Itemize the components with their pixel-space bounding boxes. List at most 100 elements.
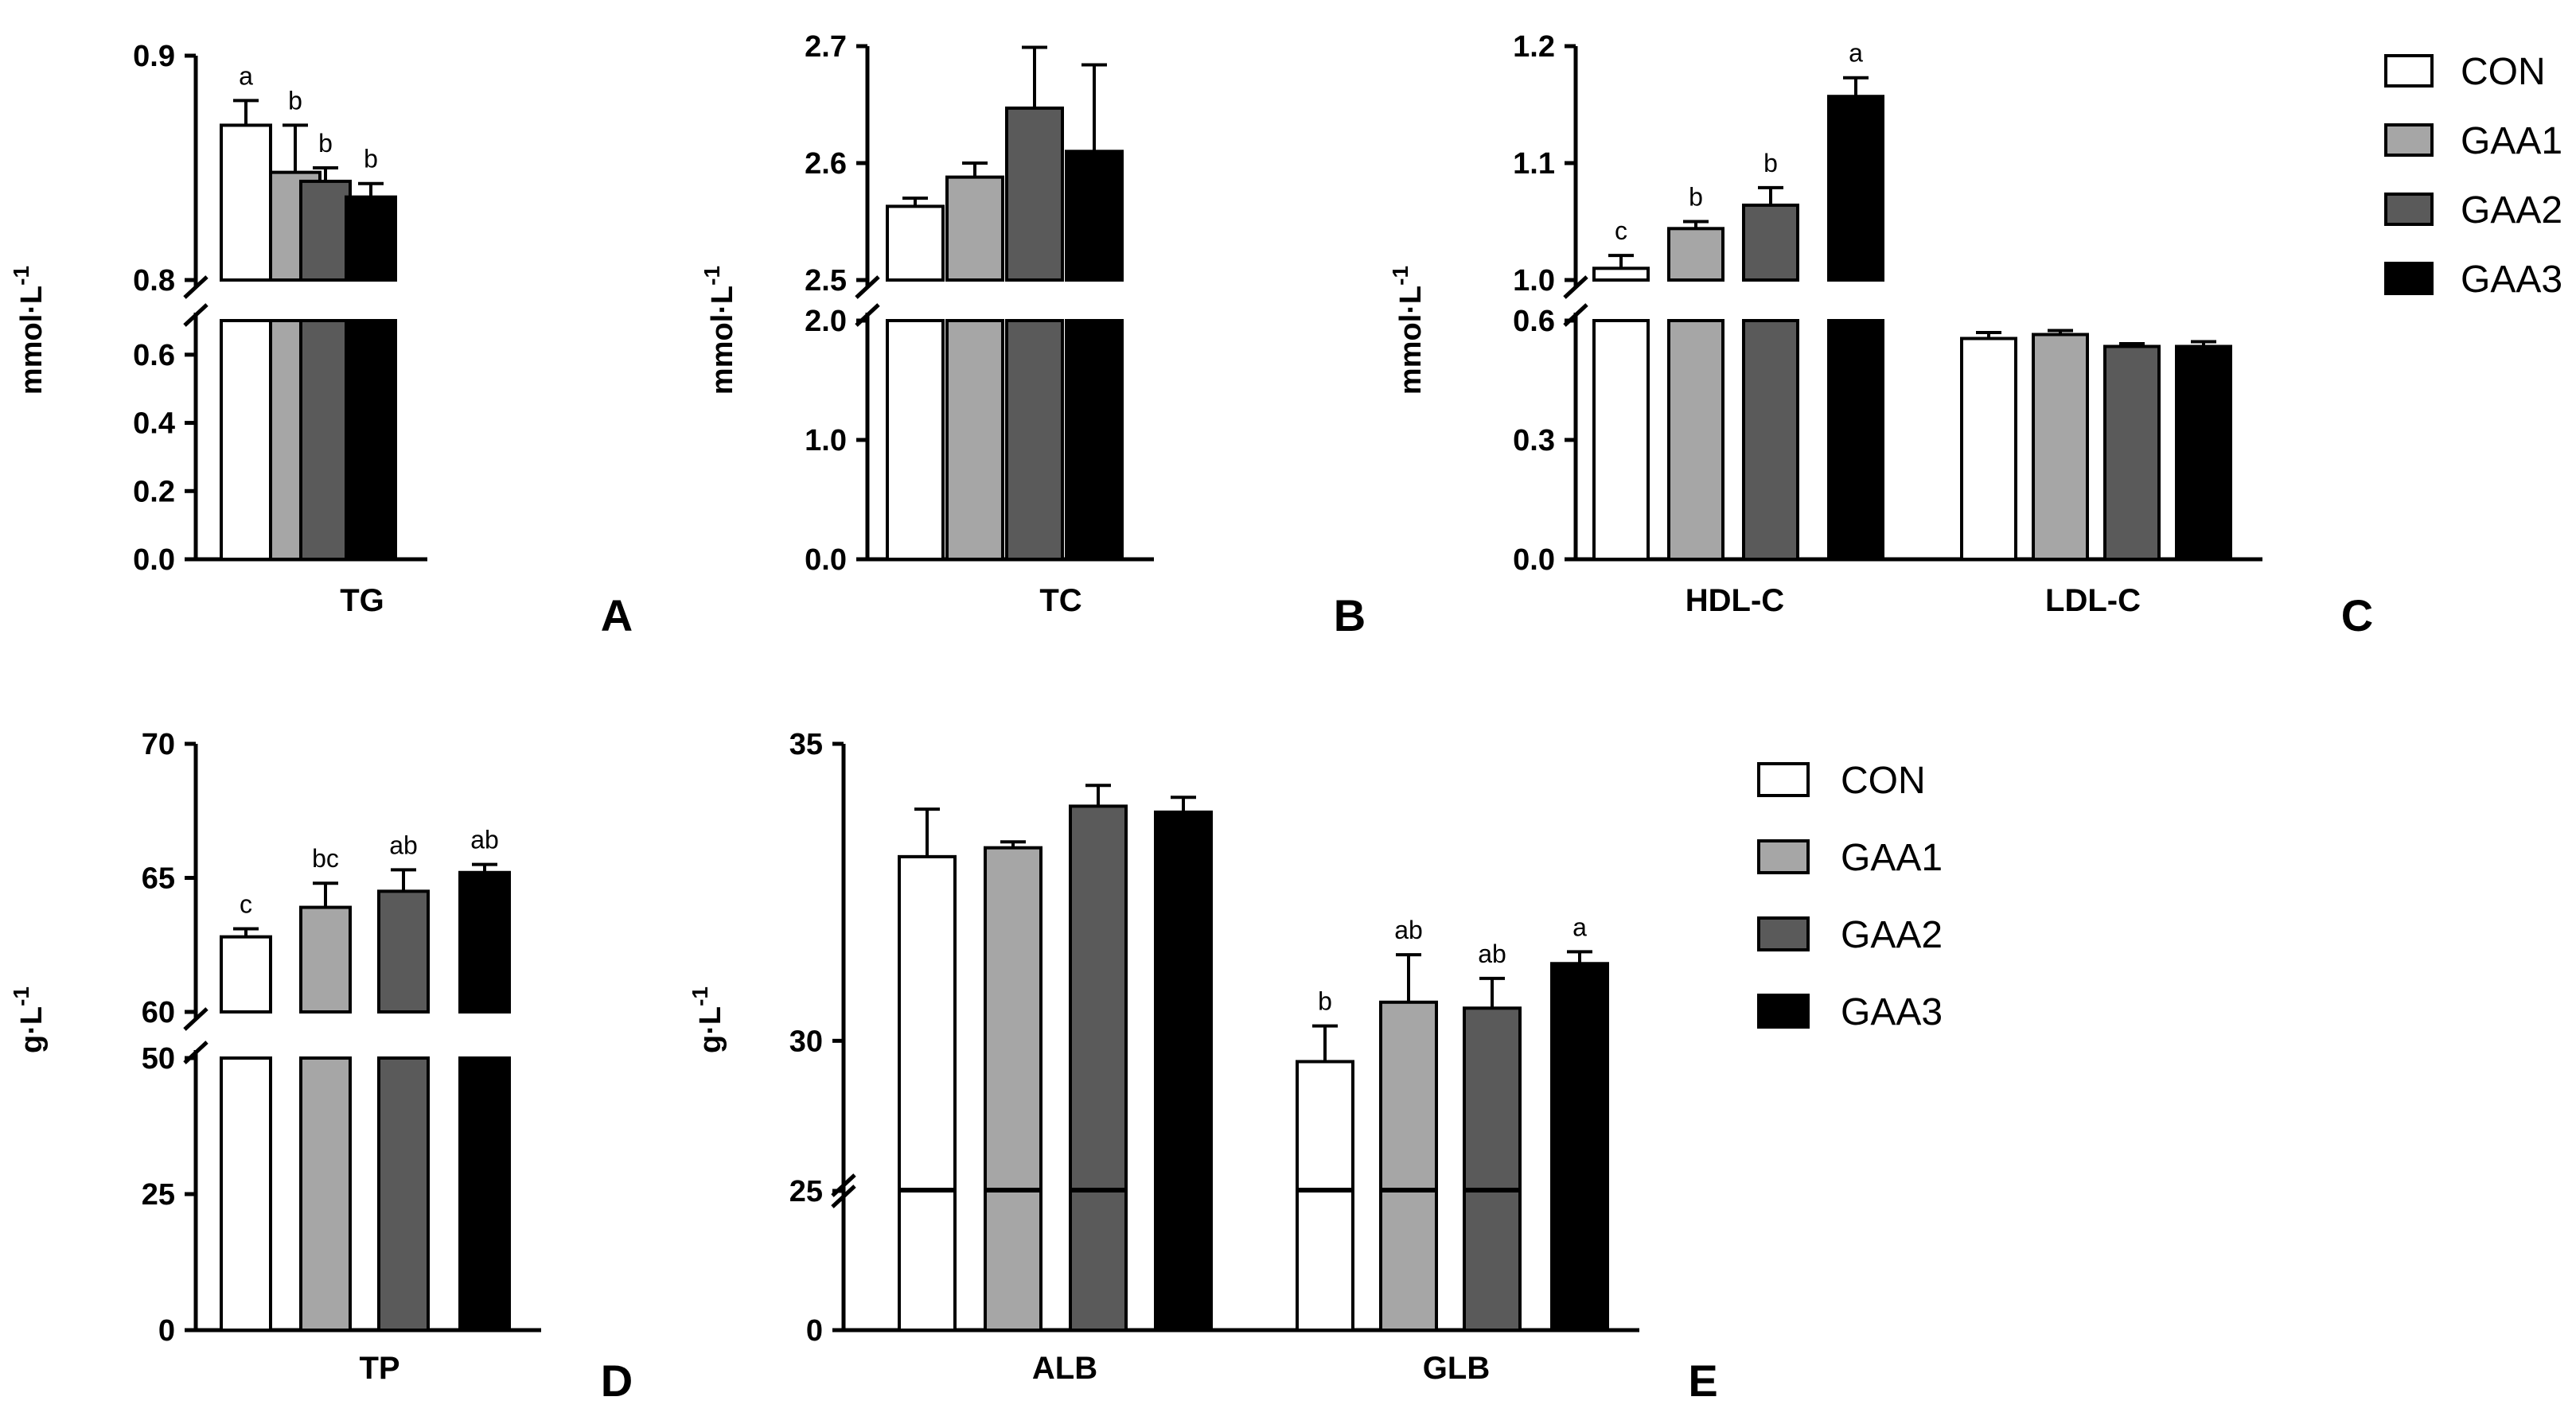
y-tick-label: 70 bbox=[142, 728, 175, 761]
category-label: LDL-C bbox=[2045, 583, 2141, 618]
bar-con-hdl-c-upper bbox=[1592, 267, 1650, 282]
y-tick-label: 2.5 bbox=[805, 264, 847, 298]
bar-gaa2-glb-upper bbox=[1463, 1006, 1522, 1192]
bar-gaa3-tc-lower bbox=[1065, 319, 1124, 561]
y-tick-label: 0.0 bbox=[805, 543, 847, 577]
legend-swatch-gaa1 bbox=[1757, 839, 1810, 874]
legend-swatch-con bbox=[1757, 762, 1810, 797]
bar-gaa3-hdl-c-lower bbox=[1827, 319, 1884, 561]
category-label: HDL-C bbox=[1686, 583, 1784, 618]
legend-label-gaa2: GAA2 bbox=[2461, 189, 2562, 231]
legend-label-gaa2: GAA2 bbox=[1841, 914, 1943, 956]
bar-gaa3-tp-upper bbox=[458, 870, 511, 1014]
significance-letter: b bbox=[1763, 149, 1778, 177]
y-axis-label: g·L-1 bbox=[9, 986, 49, 1053]
legend-label-con: CON bbox=[1841, 760, 1926, 802]
bar-gaa3-alb-upper bbox=[1154, 810, 1213, 1191]
y-tick-label: 0.3 bbox=[1513, 424, 1555, 457]
bar-gaa2-alb-lower bbox=[1069, 1189, 1128, 1332]
chart-panel-c: 1.0 1.1 1.2 0.0 0.3 0.6 mmol·L-1 c b b a HDL-C LDL-C… bbox=[1388, 30, 2373, 640]
bar-gaa2-ldl-c bbox=[2103, 344, 2161, 561]
bar-gaa1-alb-upper bbox=[984, 846, 1042, 1191]
category-label: GLB bbox=[1423, 1351, 1490, 1386]
bar-gaa1-ldl-c bbox=[2032, 333, 2089, 561]
bar-con-glb-upper bbox=[1296, 1060, 1354, 1192]
bar-gaa2-tp-lower bbox=[377, 1056, 430, 1332]
y-tick-label: 1.1 bbox=[1513, 147, 1555, 181]
legend-swatch-gaa3 bbox=[1757, 994, 1810, 1029]
y-tick-label: 0.4 bbox=[133, 407, 175, 441]
bar-con-hdl-c-lower bbox=[1592, 319, 1650, 561]
legend-swatch-con bbox=[2384, 54, 2434, 88]
y-tick-label: 1.0 bbox=[805, 424, 847, 457]
significance-letter: c bbox=[1615, 216, 1627, 245]
bar-gaa3-glb-upper bbox=[1550, 962, 1609, 1192]
bar-con-tc-lower bbox=[886, 319, 945, 561]
y-tick-label: 2.0 bbox=[805, 305, 847, 338]
bar-con-tp-upper bbox=[220, 935, 272, 1014]
y-tick-label: 0.0 bbox=[1513, 543, 1555, 577]
significance-letter: b bbox=[1689, 183, 1703, 212]
significance-letter: bc bbox=[312, 844, 339, 873]
legend-label-gaa1: GAA1 bbox=[2461, 120, 2562, 162]
significance-letter: a bbox=[239, 61, 253, 90]
y-axis-label: mmol·L-1 bbox=[700, 266, 739, 395]
significance-letter: ab bbox=[470, 826, 499, 854]
significance-letter: c bbox=[240, 890, 252, 919]
y-tick-label: 35 bbox=[789, 728, 823, 761]
bar-gaa2-tg-upper bbox=[299, 179, 352, 282]
bar-con-alb-upper bbox=[898, 854, 957, 1192]
y-tick-label: 0.9 bbox=[133, 40, 175, 73]
panel-label: D bbox=[601, 1356, 633, 1406]
y-tick-label: 0.0 bbox=[133, 543, 175, 577]
significance-letter: ab bbox=[1394, 916, 1423, 944]
bar-gaa3-alb-lower bbox=[1154, 1189, 1213, 1332]
bar-gaa1-tp-lower bbox=[299, 1056, 352, 1332]
bar-gaa2-glb-lower bbox=[1463, 1189, 1522, 1332]
y-tick-label: 25 bbox=[789, 1175, 823, 1208]
bar-gaa3-glb-lower bbox=[1550, 1189, 1609, 1332]
y-tick-label: 0 bbox=[806, 1314, 823, 1348]
bar-gaa3-ldl-c bbox=[2175, 344, 2232, 561]
category-label: TG bbox=[340, 583, 384, 618]
legend-swatch-gaa2 bbox=[2384, 193, 2434, 226]
significance-letter: b bbox=[318, 129, 333, 158]
bar-gaa1-glb-upper bbox=[1379, 1000, 1438, 1192]
bar-gaa2-hdl-c-lower bbox=[1742, 319, 1799, 561]
axis-break-mark bbox=[831, 1185, 856, 1208]
y-tick-label: 50 bbox=[142, 1042, 175, 1076]
bar-gaa2-tg-lower bbox=[299, 319, 352, 561]
category-label: ALB bbox=[1032, 1351, 1097, 1386]
significance-letter: b bbox=[288, 86, 302, 115]
axis-break-mark bbox=[183, 1007, 208, 1031]
y-tick-label: 2.6 bbox=[805, 147, 847, 181]
bar-gaa1-hdl-c-upper bbox=[1667, 227, 1724, 282]
y-axis-label: mmol·L-1 bbox=[1388, 266, 1428, 395]
bar-gaa2-tp-upper bbox=[377, 889, 430, 1014]
legend-swatch-gaa3 bbox=[2384, 262, 2434, 295]
significance-letter: a bbox=[1572, 912, 1587, 941]
bar-gaa2-alb-upper bbox=[1069, 804, 1128, 1192]
bar-con-tg-upper bbox=[220, 123, 272, 282]
y-tick-label: 2.7 bbox=[805, 30, 847, 64]
legend-bottom: CON GAA1 GAA2 GAA3 bbox=[1757, 760, 1943, 1033]
bar-con-tp-lower bbox=[220, 1056, 272, 1332]
category-label: TC bbox=[1039, 583, 1081, 618]
y-axis-label: g·L-1 bbox=[688, 986, 727, 1053]
legend-label-gaa1: GAA1 bbox=[1841, 837, 1943, 879]
bar-gaa1-tc-lower bbox=[945, 319, 1004, 561]
chart-panel-b: 2.5 2.6 2.7 0.0 1.0 2.0 mmol·L-1 TC B bbox=[700, 30, 1366, 640]
legend-label-gaa3: GAA3 bbox=[2461, 259, 2562, 301]
panel-label: A bbox=[601, 590, 633, 640]
y-axis-label: mmol·L-1 bbox=[9, 266, 49, 395]
y-tick-label: 0.2 bbox=[133, 475, 175, 508]
legend-label-con: CON bbox=[2461, 51, 2546, 93]
y-tick-label: 0 bbox=[158, 1314, 175, 1348]
bar-con-tc-upper bbox=[886, 204, 945, 282]
y-tick-label: 0.8 bbox=[133, 264, 175, 298]
significance-letter: b bbox=[364, 145, 378, 173]
significance-letter: ab bbox=[389, 831, 418, 859]
significance-letter: b bbox=[1318, 987, 1332, 1016]
